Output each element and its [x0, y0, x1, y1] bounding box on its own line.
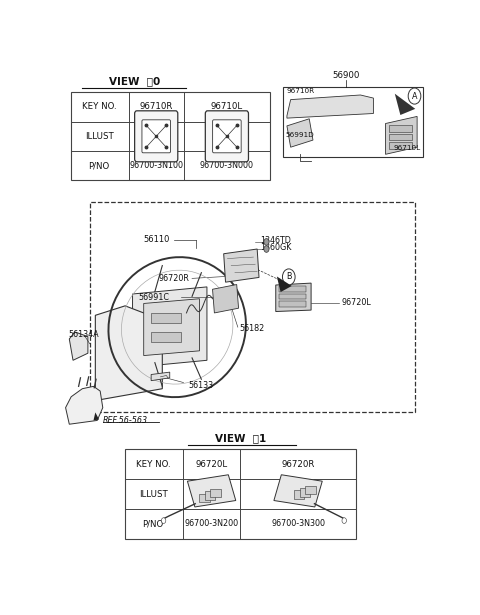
Text: KEY NO.: KEY NO. [136, 460, 170, 469]
Bar [283, 87, 423, 157]
Text: 1346TD: 1346TD [260, 236, 290, 245]
Text: 56991C: 56991C [138, 293, 169, 302]
Bar [279, 286, 305, 292]
Text: 96720L: 96720L [341, 298, 371, 308]
Circle shape [264, 239, 269, 245]
Bar [151, 332, 181, 343]
Text: 56110: 56110 [144, 235, 170, 244]
Polygon shape [287, 95, 373, 118]
Text: 1360GK: 1360GK [260, 243, 291, 252]
Circle shape [264, 246, 269, 252]
FancyBboxPatch shape [205, 111, 249, 162]
Polygon shape [276, 283, 311, 312]
Text: 56991D: 56991D [285, 132, 314, 138]
Text: A: A [412, 92, 417, 101]
Bar [305, 486, 315, 494]
Polygon shape [132, 287, 207, 367]
Polygon shape [69, 332, 88, 360]
Text: B: B [286, 272, 291, 282]
Circle shape [342, 518, 347, 523]
Text: P/NO: P/NO [88, 161, 110, 170]
Text: 96720R: 96720R [281, 460, 315, 469]
Text: 96710R: 96710R [140, 103, 173, 111]
Text: P/NO: P/NO [143, 520, 164, 528]
Bar [151, 313, 181, 323]
Polygon shape [277, 277, 292, 292]
Bar [279, 293, 305, 300]
Text: 96720R: 96720R [158, 274, 190, 283]
Bar [300, 488, 310, 496]
Text: 56133: 56133 [188, 381, 214, 391]
FancyBboxPatch shape [213, 120, 241, 153]
Text: 96700-3N300: 96700-3N300 [271, 520, 325, 528]
Bar [294, 490, 304, 499]
Bar [389, 134, 411, 140]
Polygon shape [66, 386, 103, 424]
Bar [210, 489, 221, 498]
Circle shape [408, 88, 421, 104]
Text: 96700-3N100: 96700-3N100 [129, 161, 183, 170]
Text: 56182: 56182 [240, 324, 264, 333]
Bar [90, 202, 415, 413]
Bar [389, 143, 411, 149]
Bar [389, 125, 411, 132]
Bar [205, 491, 216, 500]
Bar [279, 301, 305, 307]
Polygon shape [213, 285, 239, 313]
Text: 96700-3N000: 96700-3N000 [200, 161, 254, 170]
Text: 56134A: 56134A [68, 330, 99, 339]
Text: ILLUST: ILLUST [139, 490, 168, 499]
Bar [125, 450, 356, 539]
Text: ILLUST: ILLUST [84, 132, 113, 141]
Circle shape [161, 518, 166, 523]
Text: KEY NO.: KEY NO. [82, 103, 116, 111]
Polygon shape [96, 306, 162, 400]
Polygon shape [94, 413, 99, 421]
Text: VIEW  ␐0: VIEW ␐0 [109, 77, 160, 87]
Polygon shape [224, 249, 259, 282]
Polygon shape [151, 372, 170, 381]
Polygon shape [274, 475, 322, 507]
Text: 56900: 56900 [332, 71, 360, 81]
Text: 96710L: 96710L [394, 145, 421, 151]
Bar [71, 92, 270, 180]
Text: 96710L: 96710L [211, 103, 243, 111]
Polygon shape [287, 119, 313, 147]
FancyBboxPatch shape [134, 111, 178, 162]
Polygon shape [144, 299, 200, 355]
Circle shape [282, 269, 295, 285]
FancyBboxPatch shape [142, 120, 170, 153]
Polygon shape [187, 475, 236, 507]
Text: 96720L: 96720L [195, 460, 228, 469]
Polygon shape [395, 93, 415, 115]
Polygon shape [385, 116, 417, 154]
Text: 96700-3N200: 96700-3N200 [184, 520, 239, 528]
Text: 96710R: 96710R [287, 88, 315, 94]
Text: REF.56-563: REF.56-563 [103, 416, 148, 425]
Bar [199, 494, 210, 502]
Text: VIEW  ␐1: VIEW ␐1 [215, 434, 266, 443]
